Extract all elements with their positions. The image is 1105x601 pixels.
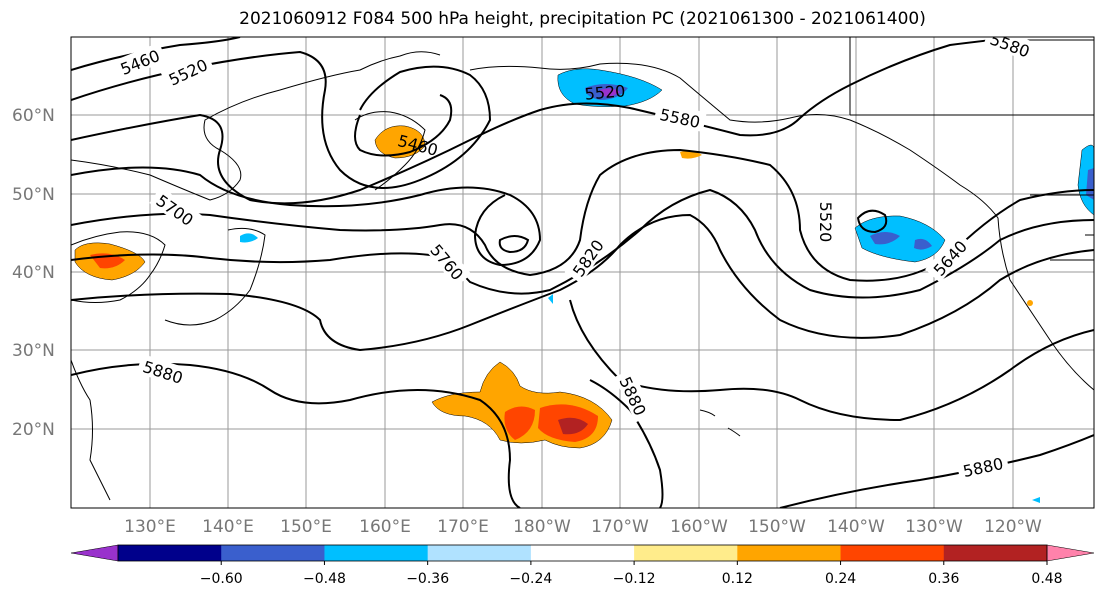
colorbar-cell (943, 545, 1048, 561)
colorbar-cell (634, 545, 738, 561)
colorbar-tick-label: 0.36 (928, 571, 959, 587)
contour-label: 5520 (584, 81, 626, 103)
colorbar-tick-label: −0.60 (200, 571, 243, 587)
colorbar-extend-low (70, 544, 119, 562)
lon-label: 160°E (359, 517, 411, 537)
contour-5520-gulf (856, 209, 888, 234)
contour-5460-kam (354, 94, 453, 157)
map-title: 2021060912 F084 500 hPa height, precipit… (239, 9, 926, 29)
lon-label: 140°W (827, 517, 885, 537)
lat-label-40n: 40°N (12, 263, 55, 283)
lon-label: 130°E (124, 517, 176, 537)
lon-label: 130°W (905, 517, 963, 537)
contour-5880-mid (589, 379, 664, 508)
lon-label: 170°W (591, 517, 649, 537)
colorbar-tick-label: 0.48 (1031, 571, 1062, 587)
colorbar-tick-label: −0.12 (613, 571, 656, 587)
colorbar-cell (530, 545, 635, 561)
lat-label-20n: 20°N (12, 420, 55, 440)
contour-5700 (71, 148, 1094, 282)
colorbar-cell (840, 545, 945, 561)
colorbar-tick-label: 0.24 (825, 571, 856, 587)
colorbar-cell (221, 545, 325, 561)
colorbar: −0.60 −0.48 −0.36 −0.24 −0.12 0.12 0.24 0.36 0.4… (70, 544, 1095, 587)
contour-5520-west (71, 50, 492, 189)
lon-label: 150°W (748, 517, 806, 537)
contour-5820-inner (498, 235, 530, 254)
lat-label-60n: 60°N (12, 106, 55, 126)
longitude-labels: 130°E 140°E 150°E 160°E 170°E 180°W 170°… (124, 517, 1042, 537)
lon-label: 150°E (280, 517, 332, 537)
contour-5760 (71, 188, 1094, 299)
precip-shading (74, 68, 1094, 503)
lat-label-30n: 30°N (12, 341, 55, 361)
lon-label: 180°W (513, 517, 571, 537)
contour-5460-west (71, 37, 241, 71)
colorbar-tick-label: −0.36 (406, 571, 449, 587)
lat-label-50n: 50°N (12, 185, 55, 205)
map-frame (70, 36, 1095, 509)
lon-label: 120°W (984, 517, 1042, 537)
lon-label: 170°E (437, 517, 489, 537)
colorbar-tick-label: −0.48 (303, 571, 346, 587)
lon-label: 140°E (202, 517, 254, 537)
contour-label: 5520 (816, 202, 835, 243)
colorbar-tick-label: −0.24 (509, 571, 552, 587)
contour-5880-south (71, 362, 521, 508)
colorbar-extend-high (1046, 544, 1095, 562)
contour-5580 (71, 37, 1021, 205)
contour-5640 (71, 166, 542, 267)
height-contours (71, 37, 1094, 508)
lon-label: 160°W (670, 517, 728, 537)
contour-5820 (71, 213, 1094, 352)
coastlines (71, 37, 1094, 501)
colorbar-cell (118, 545, 222, 561)
latitude-labels: 60°N 50°N 40°N 30°N 20°N (12, 106, 55, 440)
colorbar-cell (427, 545, 532, 561)
colorbar-cell (737, 545, 842, 561)
colorbar-tick-label: 0.12 (722, 571, 753, 587)
colorbar-cell (324, 545, 429, 561)
